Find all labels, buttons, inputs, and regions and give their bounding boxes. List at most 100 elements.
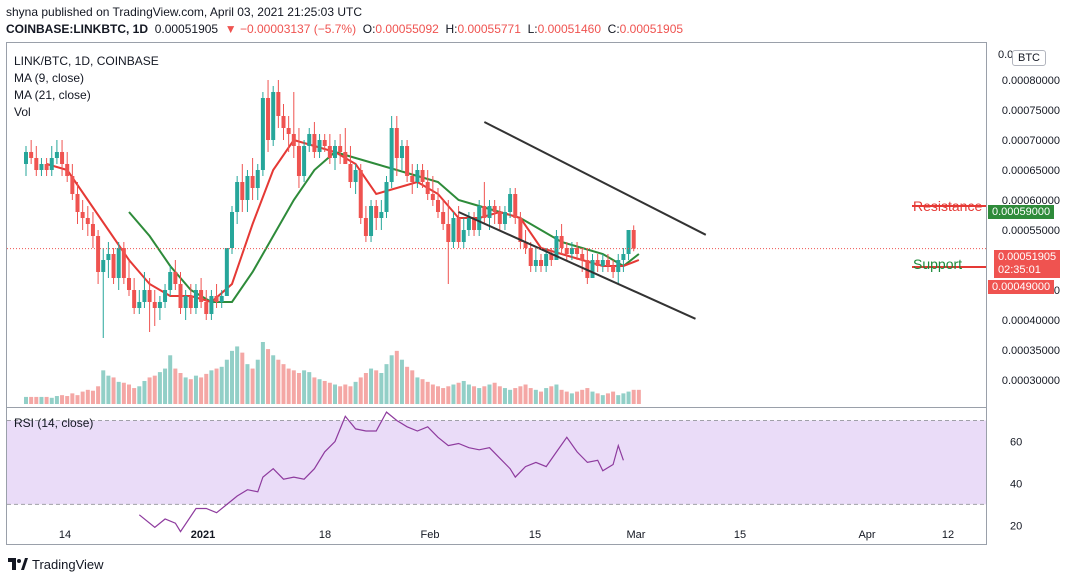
rsi-line [138, 411, 624, 533]
volume-bar [410, 370, 415, 404]
candle-body [528, 248, 533, 266]
volume-bar [142, 380, 147, 404]
candle-body [127, 278, 131, 290]
volume-bar [127, 384, 131, 404]
candle-body [363, 218, 368, 236]
volume-bar [250, 368, 255, 404]
volume-bar [466, 384, 471, 404]
candle-body [446, 224, 451, 242]
price-axis-tick: 0.00055000 [1002, 225, 1060, 237]
candle-body [80, 212, 85, 218]
candle-body [219, 296, 224, 302]
volume-bar [116, 381, 121, 404]
rsi-band [7, 420, 986, 505]
volume-bar [348, 386, 353, 404]
candle-body [611, 266, 616, 272]
symbol-name: COINBASE:LINKBTC, 1D [6, 22, 149, 36]
pane-divider[interactable] [6, 407, 987, 408]
candle-body [533, 260, 538, 266]
candle-body [178, 284, 183, 308]
candle-body [235, 182, 240, 212]
candle-body [379, 212, 384, 218]
volume-bar [502, 388, 507, 404]
legend-ma9[interactable]: MA (9, close) [14, 71, 85, 85]
volume-bar [39, 396, 44, 404]
volume-bar [394, 350, 399, 404]
volume-bar [585, 388, 590, 404]
candle-body [348, 164, 353, 182]
candle-body [317, 140, 322, 152]
volume-bar [260, 342, 265, 404]
footer-brand-text: TradingView [32, 557, 104, 572]
volume-bar [379, 373, 384, 404]
candle-body [523, 242, 528, 248]
candle-body [358, 170, 363, 218]
volume-bar [24, 396, 28, 404]
candle-body [240, 182, 245, 200]
volume-bar [554, 384, 559, 404]
volume-bar [286, 368, 291, 404]
volume-bar [54, 396, 59, 404]
volume-bar [224, 359, 229, 404]
volume-bar [101, 370, 106, 404]
high-label: H: [445, 22, 458, 36]
candle-body [374, 206, 379, 218]
legend-ma21[interactable]: MA (21, close) [14, 88, 91, 102]
candle-body [121, 248, 126, 278]
volume-bar [193, 375, 198, 404]
volume-bar [497, 386, 502, 404]
candle-body [106, 254, 111, 260]
candle-body [575, 248, 580, 254]
volume-bar [508, 389, 513, 404]
candle-body [441, 212, 446, 224]
volume-bar [389, 355, 394, 404]
currency-tag[interactable]: BTC [1012, 50, 1046, 66]
volume-bar [214, 368, 219, 404]
candle-body [286, 128, 291, 134]
candle-body [415, 170, 420, 182]
volume-bar [533, 389, 538, 404]
candle-body [199, 290, 204, 302]
candle-body [152, 302, 157, 308]
candle-body [75, 194, 80, 212]
volume-bar [276, 359, 281, 404]
volume-bar [523, 384, 528, 404]
rsi-axis-tick: 40 [1010, 478, 1022, 490]
candle-body [338, 146, 343, 152]
publish-line: shyna published on TradingView.com, Apri… [6, 5, 363, 19]
candle-body [569, 248, 574, 254]
price-axis-tick: 0.00070000 [1002, 135, 1060, 147]
rsi-legend[interactable]: RSI (14, close) [14, 416, 94, 430]
volume-bar [477, 388, 482, 404]
volume-bar [405, 366, 410, 404]
volume-bar [307, 372, 312, 404]
candle-body [420, 170, 425, 182]
volume-bar [590, 391, 595, 404]
time-axis-tick: 18 [319, 529, 331, 541]
volume-bar [600, 395, 605, 404]
volume-bar [75, 395, 80, 404]
candle-body [539, 260, 543, 266]
volume-bar [436, 386, 440, 404]
volume-bar [595, 393, 600, 404]
ma21-line [128, 150, 640, 303]
channel-lower-line [458, 211, 696, 320]
candle-body [132, 290, 137, 308]
candle-body [477, 206, 482, 230]
candle-body [34, 158, 39, 170]
footer-brand[interactable]: TradingView [8, 557, 104, 572]
chart-frame [6, 42, 987, 545]
volume-bar [90, 390, 95, 404]
price-change: ▼ −0.00003137 (−5.7%) [224, 22, 357, 36]
legend-vol[interactable]: Vol [14, 105, 31, 119]
volume-bar [472, 386, 477, 404]
time-axis-tick: 2021 [191, 529, 215, 541]
volume-bar [147, 377, 152, 404]
candle-body [482, 206, 487, 218]
volume-bar [420, 379, 425, 404]
candle-body [214, 296, 219, 302]
price-axis-tick: 0.00035000 [1002, 345, 1060, 357]
candle-body [168, 272, 173, 290]
volume-bar [415, 377, 420, 404]
